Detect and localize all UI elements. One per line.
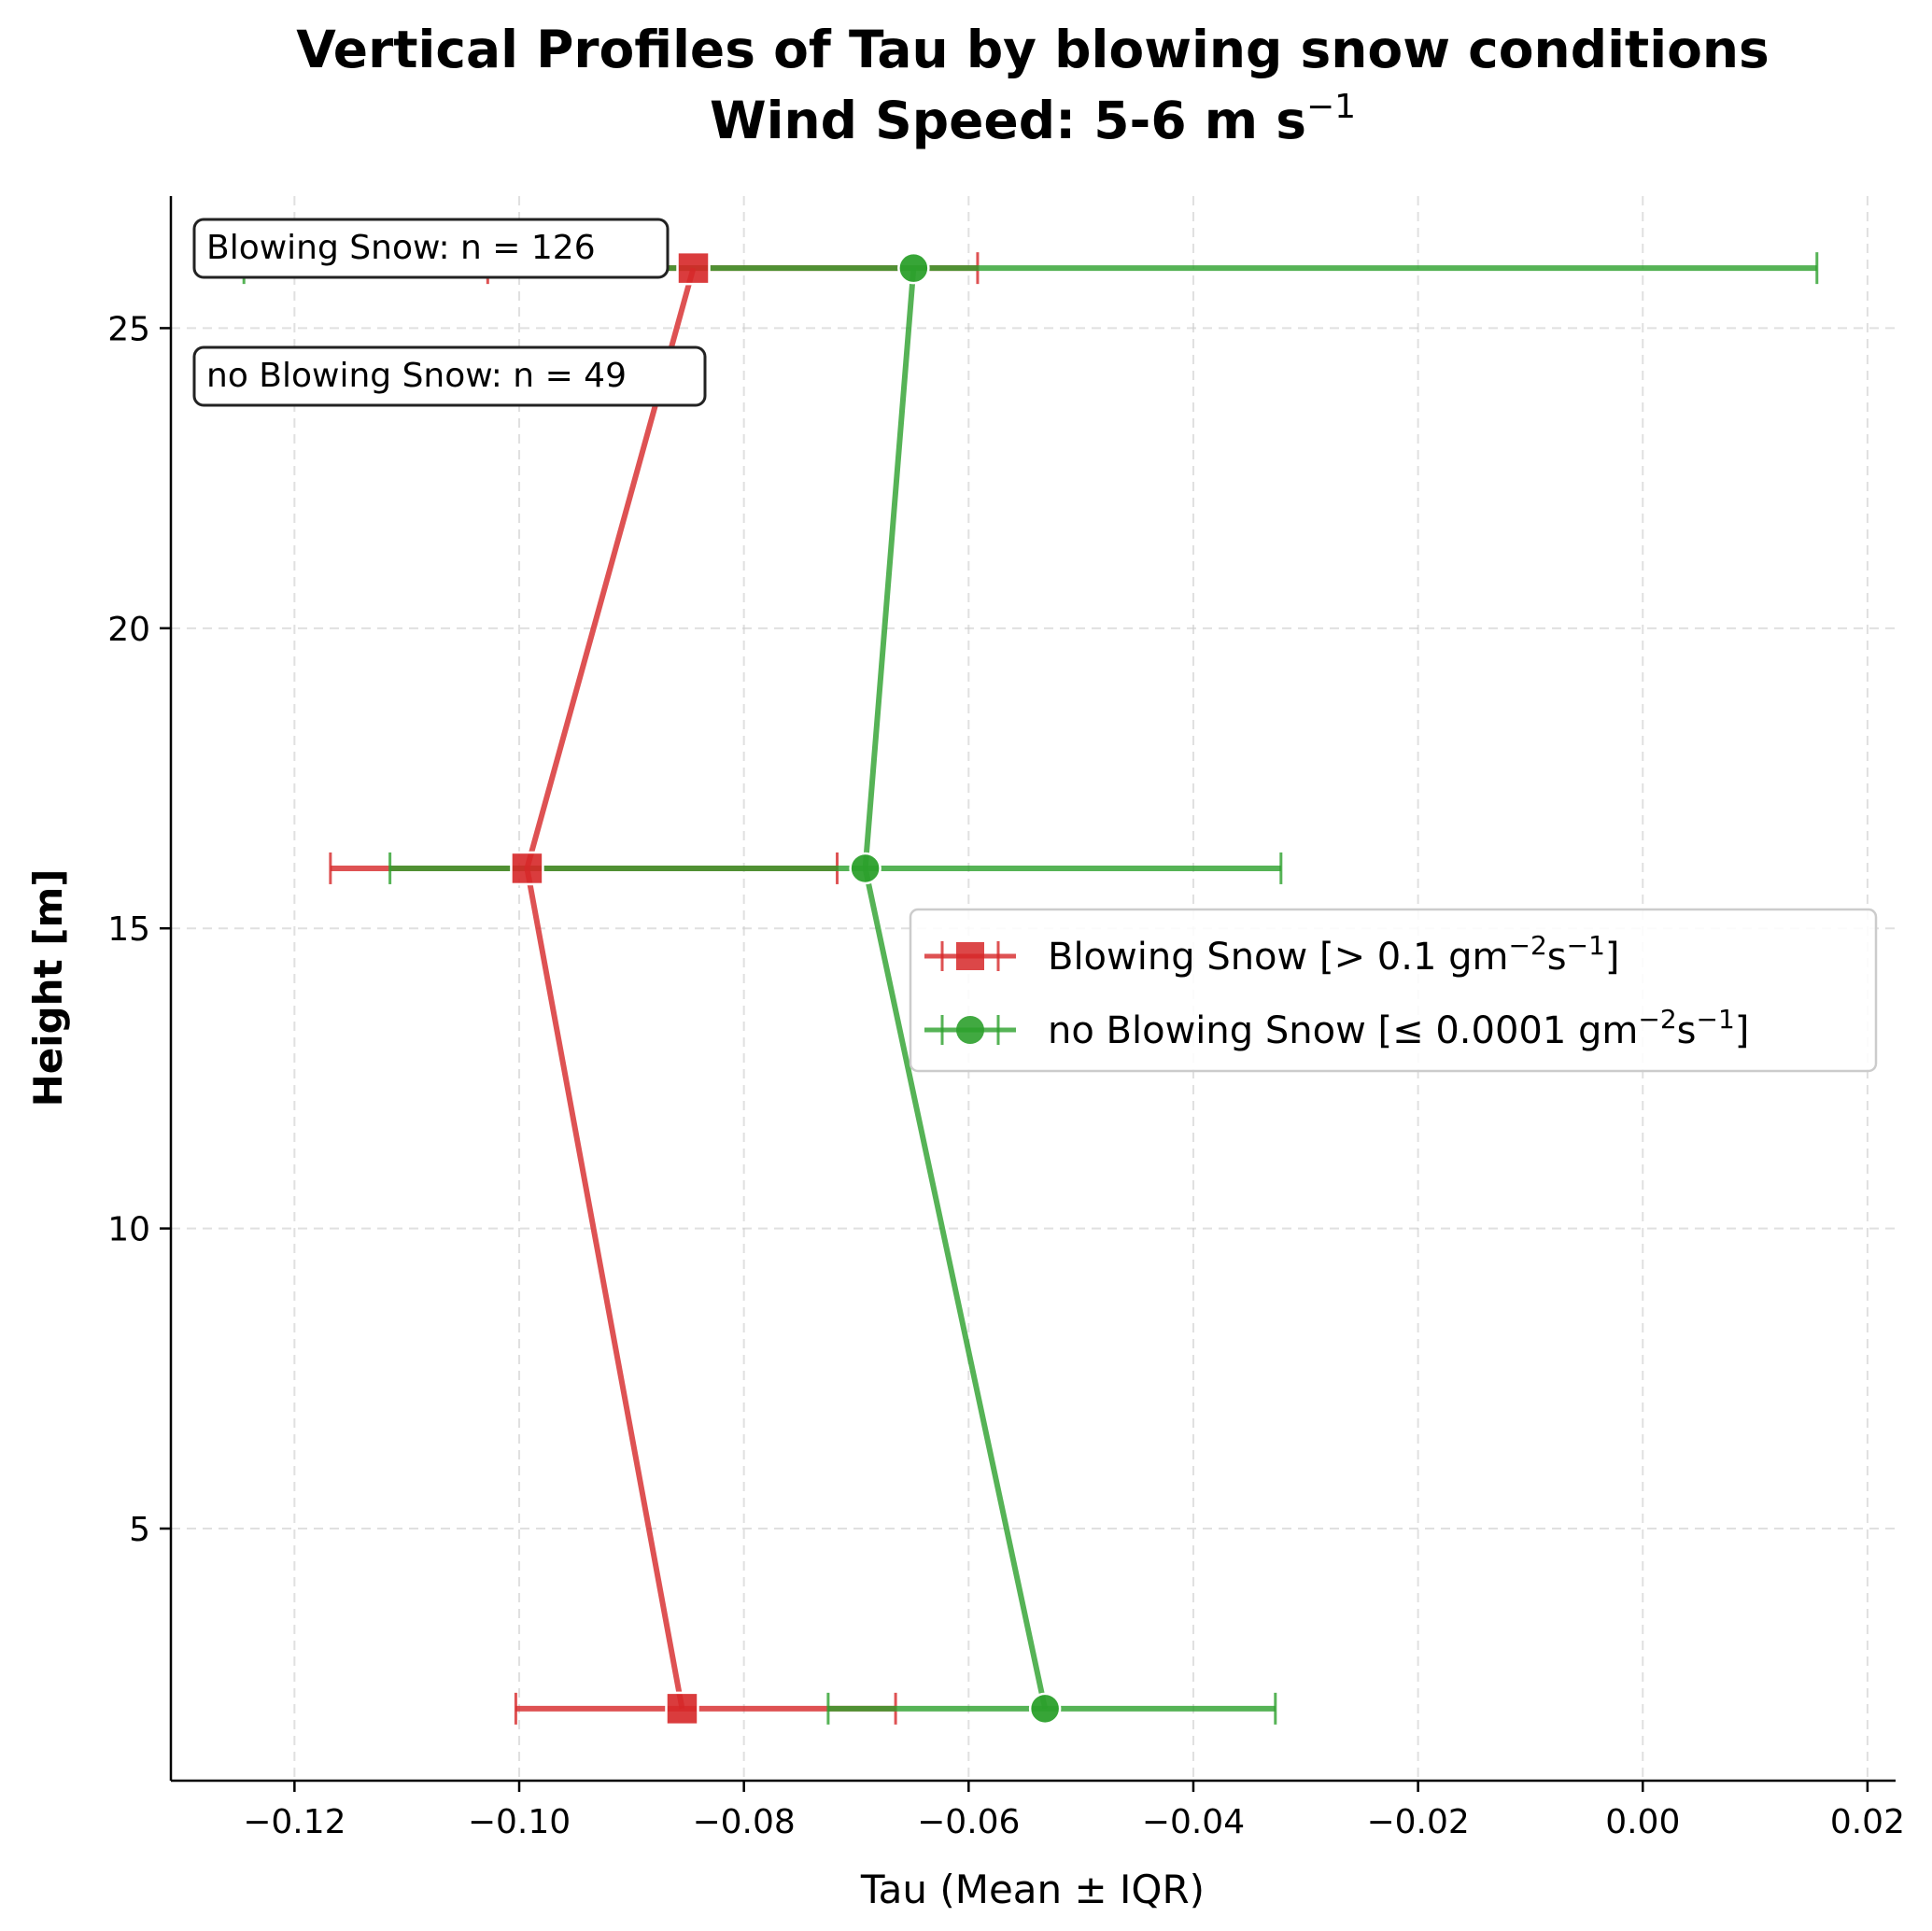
x-tick-label: −0.10 [468, 1803, 571, 1841]
data-point-blowing-snow [676, 250, 711, 286]
x-axis-label: Tau (Mean ± IQR) [860, 1867, 1205, 1912]
y-tick-label: 10 [107, 1211, 150, 1249]
x-tick-label: 0.02 [1830, 1803, 1905, 1841]
x-tick-label: −0.02 [1366, 1803, 1469, 1841]
y-tick-label: 15 [107, 910, 150, 949]
annotation-blowing-snow-text: Blowing Snow: n = 126 [206, 229, 596, 267]
data-point-no-blowing-snow [849, 852, 881, 885]
series-markers [510, 250, 1062, 1727]
chart-title-line2: Wind Speed: 5-6 m s−1 [710, 88, 1356, 150]
y-tick-label: 25 [107, 310, 150, 348]
x-axis-ticks: −0.12 −0.10 −0.08 −0.06 −0.04 −0.02 0.00 0.02 [243, 1781, 1905, 1841]
legend-box [909, 908, 1878, 1073]
y-axis-label: Height [m] [25, 869, 71, 1107]
x-tick-label: 0.00 [1605, 1803, 1680, 1841]
y-tick-label: 5 [129, 1511, 150, 1549]
x-tick-label: −0.12 [243, 1803, 346, 1841]
legend-entry-blowing-snow: Blowing Snow [> 0.1 gm−2s−1] [924, 930, 1620, 979]
data-point-blowing-snow [510, 851, 544, 886]
legend: Blowing Snow [> 0.1 gm−2s−1] no Blowing … [909, 908, 1878, 1073]
chart-title-line1: Vertical Profiles of Tau by blowing snow… [296, 20, 1770, 79]
annotation-no-blowing-snow-count: no Blowing Snow: n = 49 [192, 345, 707, 407]
x-tick-label: −0.08 [692, 1803, 795, 1841]
series-line-blowing-snow [524, 267, 697, 1710]
x-tick-label: −0.06 [917, 1803, 1020, 1841]
annotation-blowing-snow-count: Blowing Snow: n = 126 [192, 218, 670, 279]
legend-label-blowing-snow: Blowing Snow [> 0.1 gm−2s−1] [1048, 930, 1620, 979]
x-tick-label: −0.04 [1142, 1803, 1245, 1841]
legend-label-no-blowing-snow: no Blowing Snow [≤ 0.0001 gm−2s−1] [1048, 1004, 1749, 1052]
annotation-no-blowing-snow-text: no Blowing Snow: n = 49 [206, 357, 627, 395]
data-point-no-blowing-snow [897, 251, 930, 285]
data-point-no-blowing-snow [1028, 1692, 1062, 1726]
legend-entry-no-blowing-snow: no Blowing Snow [≤ 0.0001 gm−2s−1] [924, 1004, 1749, 1052]
chart-title-line2-main: Wind Speed: 5-6 m s [710, 91, 1306, 150]
y-axis-ticks: 5 10 15 20 25 [107, 310, 171, 1549]
y-tick-label: 20 [107, 611, 150, 649]
data-point-blowing-snow [665, 1691, 699, 1727]
chart-title-line2-sup: −1 [1306, 88, 1356, 126]
